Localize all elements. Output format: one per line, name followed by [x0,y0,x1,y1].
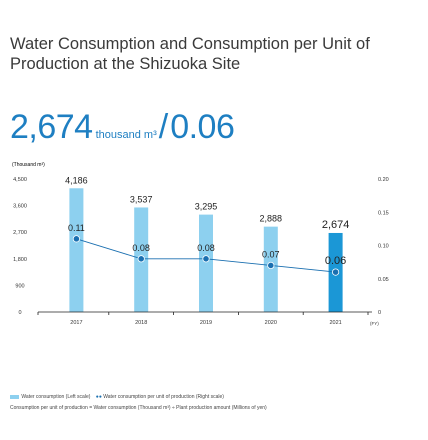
left-tick-label: 1,800 [13,257,27,263]
bar-2017 [69,188,84,312]
headline-consumption-value: 2,674 [10,108,93,146]
left-tick-label: 4,500 [13,177,27,183]
line-point-2021 [331,268,340,276]
bar-2020 [263,226,278,312]
x-tick-label: 2017 [70,320,82,326]
left-tick-label: 3,600 [13,204,27,210]
legend-bar-label: Water consumption (Left scale) [21,394,91,400]
footnote: Consumption per unit of production = Wat… [10,405,267,411]
bar-series [69,188,343,312]
line-value-label: 0.08 [197,243,215,253]
x-axis-unit-label: (FY) [370,321,379,326]
x-tick-label: 2018 [135,320,147,326]
line-point-2019 [202,255,210,263]
headline-per-unit-value: 0.06 [170,108,235,146]
bar-2019 [199,214,213,312]
bar-value-label: 2,888 [260,214,283,224]
line-value-label: 0.06 [325,255,346,267]
right-tick-label: 0 [378,310,381,316]
legend-bar-swatch [10,394,19,399]
left-axis-ticks: 0 900 1,800 2,700 3,600 4,500 [13,177,27,316]
x-tick-label: 2020 [265,320,277,326]
left-tick-label: 900 [15,283,24,289]
y-axis-unit-label: (Thousand m³) [12,162,45,168]
line-series [72,235,340,276]
line-point-2018 [137,255,145,263]
headline-figures: 2,674 thousand m³/0.06 [10,108,235,148]
right-axis-ticks: 0 0.05 0.10 0.15 0.20 [378,177,389,316]
right-tick-label: 0.20 [378,177,389,183]
line-value-label: 0.11 [68,223,85,233]
bar-value-label: 3,295 [195,202,218,212]
line-point-2020 [267,261,275,270]
legend-line-marker-icon: ●● [95,394,102,400]
right-tick-label: 0.10 [378,244,389,250]
chart: (Thousand m³) 0 900 1,800 2,700 3,600 4,500 0… [12,162,389,326]
page-title: Water Consumption and Consumption per Un… [10,35,370,73]
x-tick-label: 2019 [200,320,212,326]
bar-value-label: 4,186 [65,175,88,185]
legend-line-label: Water consumption per unit of production… [103,394,224,400]
left-tick-label: 0 [18,310,21,316]
line-value-labels: 0.11 0.08 0.08 0.07 0.06 [68,223,346,267]
line-point-2017 [72,235,81,243]
bar-value-label: 2,674 [322,219,350,231]
x-axis: 2017 2018 2019 2020 2021 (FY) [37,311,379,326]
bar-value-labels: 4,186 3,537 3,295 2,888 2,674 [65,175,349,231]
line-value-label: 0.08 [132,243,150,253]
left-tick-label: 2,700 [13,230,27,236]
right-tick-label: 0.15 [378,210,389,216]
line-value-label: 0.07 [262,249,280,259]
legend: Water consumption (Left scale) ●● Water … [10,394,224,400]
right-tick-label: 0.05 [378,277,389,283]
headline-separator: / [158,108,169,146]
headline-consumption-unit: thousand m³ [95,129,157,141]
x-tick-label: 2021 [329,320,341,326]
bar-value-label: 3,537 [130,194,153,204]
